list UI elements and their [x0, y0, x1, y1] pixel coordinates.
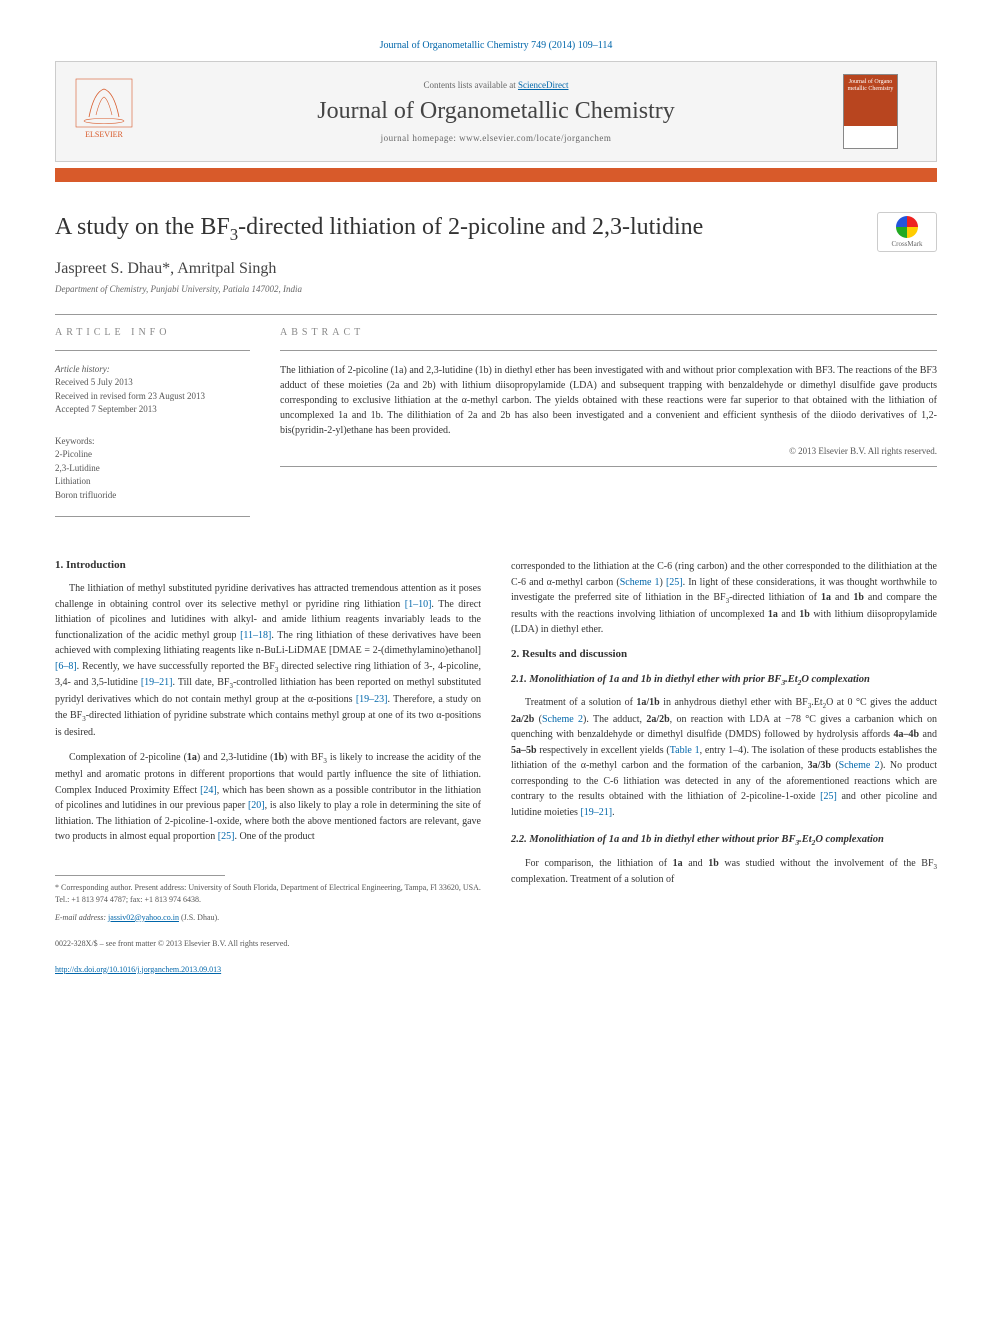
journal-cover-text: Journal of Organo metallic Chemistry [844, 75, 897, 97]
homepage-prefix: journal homepage: [381, 133, 459, 143]
footnote-divider [55, 875, 225, 876]
email-footnote: E-mail address: jassiv02@yahoo.co.in (J.… [55, 912, 481, 924]
received-date: Received 5 July 2013 [55, 376, 250, 390]
orange-divider-bar [55, 168, 937, 182]
svg-text:ELSEVIER: ELSEVIER [85, 130, 123, 139]
contents-prefix: Contents lists available at [424, 80, 518, 90]
sciencedirect-link[interactable]: ScienceDirect [518, 80, 568, 90]
journal-name: Journal of Organometallic Chemistry [149, 98, 843, 125]
journal-cover-slot: Journal of Organo metallic Chemistry [843, 74, 918, 149]
body-paragraph: Treatment of a solution of 1a/1b in anhy… [511, 695, 937, 820]
title-row: A study on the BF3-directed lithiation o… [55, 212, 937, 260]
results-heading: 2. Results and discussion [511, 648, 937, 660]
page-container: Journal of Organometallic Chemistry 749 … [0, 0, 992, 1016]
elsevier-logo-icon: ELSEVIER [74, 77, 134, 142]
introduction-heading: 1. Introduction [55, 559, 481, 571]
body-paragraph: Complexation of 2-picoline (1a) and 2,3-… [55, 750, 481, 844]
citation-header: Journal of Organometallic Chemistry 749 … [55, 40, 937, 51]
body-right-column: corresponded to the lithiation at the C-… [511, 559, 937, 975]
subsection-heading: 2.1. Monolithiation of 1a and 1b in diet… [511, 674, 937, 687]
author-list: Jaspreet S. Dhau*, Amritpal Singh [55, 260, 937, 278]
crossmark-label: CrossMark [891, 240, 922, 248]
doi-line: http://dx.doi.org/10.1016/j.jorganchem.2… [55, 964, 481, 976]
doi-link[interactable]: http://dx.doi.org/10.1016/j.jorganchem.2… [55, 965, 221, 974]
divider [55, 314, 937, 315]
body-paragraph: The lithiation of methyl substituted pyr… [55, 581, 481, 740]
keywords-block: Keywords: 2-Picoline 2,3-Lutidine Lithia… [55, 435, 250, 503]
journal-cover-icon: Journal of Organo metallic Chemistry [843, 74, 898, 149]
body-left-column: 1. Introduction The lithiation of methyl… [55, 559, 481, 975]
affiliation: Department of Chemistry, Punjabi Univers… [55, 284, 937, 294]
accepted-date: Accepted 7 September 2013 [55, 403, 250, 417]
article-info-label: ARTICLE INFO [55, 327, 250, 338]
crossmark-badge[interactable]: CrossMark [877, 212, 937, 252]
keyword-item: Lithiation [55, 475, 250, 489]
crossmark-icon [896, 216, 918, 238]
info-abstract-row: ARTICLE INFO Article history: Received 5… [55, 327, 937, 530]
body-paragraph: For comparison, the lithiation of 1a and… [511, 856, 937, 888]
keyword-item: Boron trifluoride [55, 489, 250, 503]
history-label: Article history: [55, 363, 250, 377]
divider [280, 466, 937, 467]
divider [280, 350, 937, 351]
issn-line: 0022-328X/$ – see front matter © 2013 El… [55, 938, 481, 950]
homepage-line: journal homepage: www.elsevier.com/locat… [149, 133, 843, 143]
abstract-text: The lithiation of 2-picoline (1a) and 2,… [280, 363, 937, 438]
body-paragraph: corresponded to the lithiation at the C-… [511, 559, 937, 638]
article-title: A study on the BF3-directed lithiation o… [55, 212, 703, 246]
email-link[interactable]: jassiv02@yahoo.co.in [108, 913, 179, 922]
copyright-line: © 2013 Elsevier B.V. All rights reserved… [280, 446, 937, 456]
publisher-logo-slot: ELSEVIER [74, 77, 149, 147]
subsection-heading: 2.2. Monolithiation of 1a and 1b in diet… [511, 834, 937, 847]
body-columns: 1. Introduction The lithiation of methyl… [55, 559, 937, 975]
article-info-column: ARTICLE INFO Article history: Received 5… [55, 327, 250, 530]
banner-center: Contents lists available at ScienceDirec… [149, 80, 843, 143]
divider [55, 350, 250, 351]
journal-banner: ELSEVIER Contents lists available at Sci… [55, 61, 937, 162]
revised-date: Received in revised form 23 August 2013 [55, 390, 250, 404]
history-block: Article history: Received 5 July 2013 Re… [55, 363, 250, 417]
email-owner: (J.S. Dhau). [179, 913, 219, 922]
keywords-label: Keywords: [55, 435, 250, 449]
divider [55, 516, 250, 517]
homepage-url[interactable]: www.elsevier.com/locate/jorganchem [459, 133, 611, 143]
corresponding-author-footnote: * Corresponding author. Present address:… [55, 882, 481, 906]
email-prefix: E-mail address: [55, 913, 108, 922]
abstract-label: ABSTRACT [280, 327, 937, 338]
contents-line: Contents lists available at ScienceDirec… [149, 80, 843, 90]
keyword-item: 2,3-Lutidine [55, 462, 250, 476]
abstract-column: ABSTRACT The lithiation of 2-picoline (1… [280, 327, 937, 530]
keyword-item: 2-Picoline [55, 448, 250, 462]
